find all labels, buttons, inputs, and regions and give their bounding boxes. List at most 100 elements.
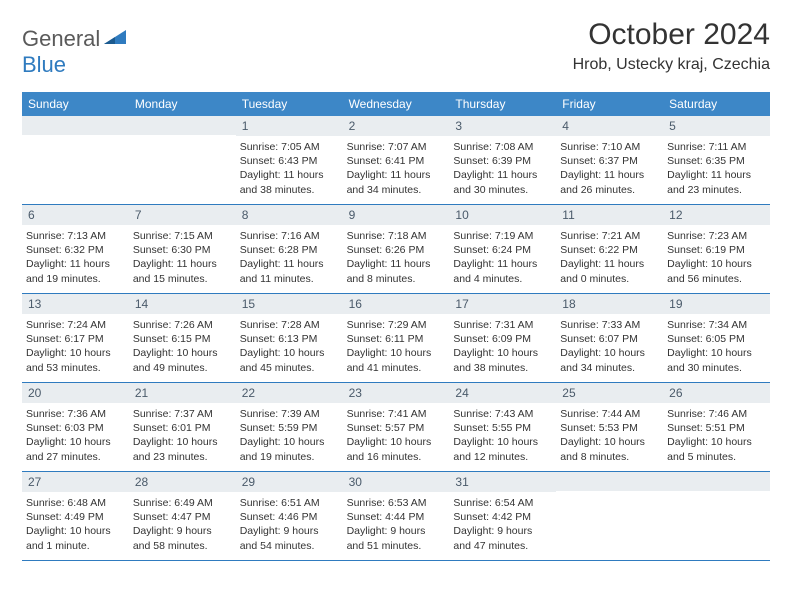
day-number: 7 (129, 205, 236, 225)
day-info-line: and 4 minutes. (453, 272, 552, 286)
day-info-line: Sunrise: 7:46 AM (667, 407, 766, 421)
day-info-line: Sunset: 6:19 PM (667, 243, 766, 257)
calendar-cell: 31Sunrise: 6:54 AMSunset: 4:42 PMDayligh… (449, 472, 556, 560)
day-info-line: Daylight: 11 hours (560, 257, 659, 271)
day-info-line: Sunset: 4:42 PM (453, 510, 552, 524)
day-info-line: and 11 minutes. (240, 272, 339, 286)
day-info-line: and 45 minutes. (240, 361, 339, 375)
day-info-line: Sunrise: 7:08 AM (453, 140, 552, 154)
day-info-line: Daylight: 9 hours (347, 524, 446, 538)
day-info-line: Sunset: 6:15 PM (133, 332, 232, 346)
calendar-cell (663, 472, 770, 560)
day-info-line: Sunset: 6:07 PM (560, 332, 659, 346)
day-info-line: and 26 minutes. (560, 183, 659, 197)
calendar-header-row: Sunday Monday Tuesday Wednesday Thursday… (22, 92, 770, 116)
day-info-line: and 30 minutes. (667, 361, 766, 375)
logo-text-blue: Blue (22, 52, 66, 78)
day-info-line: and 56 minutes. (667, 272, 766, 286)
day-info-line: Sunrise: 6:48 AM (26, 496, 125, 510)
day-info-line: Sunrise: 7:36 AM (26, 407, 125, 421)
day-info-line: Sunrise: 7:05 AM (240, 140, 339, 154)
weekday-heading: Tuesday (236, 92, 343, 116)
day-info-line: Sunrise: 6:51 AM (240, 496, 339, 510)
day-info: Sunrise: 7:28 AMSunset: 6:13 PMDaylight:… (240, 318, 339, 375)
day-number: 29 (236, 472, 343, 492)
day-info-line: Sunset: 4:49 PM (26, 510, 125, 524)
day-info-line: Daylight: 10 hours (453, 346, 552, 360)
day-info-line: Sunrise: 7:07 AM (347, 140, 446, 154)
day-number: 8 (236, 205, 343, 225)
day-info-line: Sunrise: 7:23 AM (667, 229, 766, 243)
day-info-line: Daylight: 11 hours (133, 257, 232, 271)
calendar-cell: 1Sunrise: 7:05 AMSunset: 6:43 PMDaylight… (236, 116, 343, 204)
day-info-line: Sunset: 6:22 PM (560, 243, 659, 257)
calendar-cell: 8Sunrise: 7:16 AMSunset: 6:28 PMDaylight… (236, 205, 343, 293)
day-info-line: and 8 minutes. (560, 450, 659, 464)
day-info: Sunrise: 7:11 AMSunset: 6:35 PMDaylight:… (667, 140, 766, 197)
day-info: Sunrise: 7:33 AMSunset: 6:07 PMDaylight:… (560, 318, 659, 375)
day-info-line: Daylight: 10 hours (453, 435, 552, 449)
logo: General (22, 18, 126, 54)
day-info-line: Sunset: 5:51 PM (667, 421, 766, 435)
day-info-line: and 53 minutes. (26, 361, 125, 375)
day-number: 27 (22, 472, 129, 492)
calendar-cell: 30Sunrise: 6:53 AMSunset: 4:44 PMDayligh… (343, 472, 450, 560)
day-info-line: and 34 minutes. (560, 361, 659, 375)
day-info-line: Daylight: 10 hours (667, 346, 766, 360)
calendar-cell (129, 116, 236, 204)
day-info-line: Daylight: 10 hours (26, 524, 125, 538)
day-info-line: and 51 minutes. (347, 539, 446, 553)
day-info-line: Sunrise: 6:53 AM (347, 496, 446, 510)
day-info-line: Sunrise: 7:10 AM (560, 140, 659, 154)
day-info-line: Sunset: 6:43 PM (240, 154, 339, 168)
calendar-cell: 2Sunrise: 7:07 AMSunset: 6:41 PMDaylight… (343, 116, 450, 204)
day-number: 14 (129, 294, 236, 314)
day-info-line: and 1 minute. (26, 539, 125, 553)
day-info-line: Sunset: 6:39 PM (453, 154, 552, 168)
day-info-line: Daylight: 10 hours (560, 346, 659, 360)
day-number: 23 (343, 383, 450, 403)
day-info: Sunrise: 7:36 AMSunset: 6:03 PMDaylight:… (26, 407, 125, 464)
day-info: Sunrise: 7:37 AMSunset: 6:01 PMDaylight:… (133, 407, 232, 464)
day-info-line: Sunset: 6:01 PM (133, 421, 232, 435)
day-info-line: Sunset: 5:57 PM (347, 421, 446, 435)
day-info: Sunrise: 7:26 AMSunset: 6:15 PMDaylight:… (133, 318, 232, 375)
day-info: Sunrise: 7:34 AMSunset: 6:05 PMDaylight:… (667, 318, 766, 375)
day-info-line: and 0 minutes. (560, 272, 659, 286)
day-number: 3 (449, 116, 556, 136)
calendar-week: 27Sunrise: 6:48 AMSunset: 4:49 PMDayligh… (22, 472, 770, 561)
day-info-line: Sunset: 6:32 PM (26, 243, 125, 257)
day-number: 30 (343, 472, 450, 492)
day-info: Sunrise: 7:43 AMSunset: 5:55 PMDaylight:… (453, 407, 552, 464)
day-info: Sunrise: 7:13 AMSunset: 6:32 PMDaylight:… (26, 229, 125, 286)
day-info-line: Sunrise: 7:41 AM (347, 407, 446, 421)
day-info-line: Daylight: 10 hours (26, 435, 125, 449)
day-info: Sunrise: 7:44 AMSunset: 5:53 PMDaylight:… (560, 407, 659, 464)
day-info-line: and 54 minutes. (240, 539, 339, 553)
day-info-line: Sunrise: 6:54 AM (453, 496, 552, 510)
calendar-cell: 14 Sunrise: 7:26 AMSunset: 6:15 PMDayligh… (129, 294, 236, 382)
day-info: Sunrise: 7:39 AMSunset: 5:59 PMDaylight:… (240, 407, 339, 464)
calendar-cell: 15Sunrise: 7:28 AMSunset: 6:13 PMDayligh… (236, 294, 343, 382)
day-info-line: Sunrise: 7:37 AM (133, 407, 232, 421)
day-info: Sunrise: 7:46 AMSunset: 5:51 PMDaylight:… (667, 407, 766, 464)
day-info-line: and 47 minutes. (453, 539, 552, 553)
day-info-line: Daylight: 10 hours (667, 435, 766, 449)
day-info: Sunrise: 7:24 AMSunset: 6:17 PMDaylight:… (26, 318, 125, 375)
day-info: Sunrise: 7:05 AMSunset: 6:43 PMDaylight:… (240, 140, 339, 197)
day-info-line: and 49 minutes. (133, 361, 232, 375)
day-info-line: Sunset: 6:05 PM (667, 332, 766, 346)
weekday-heading: Monday (129, 92, 236, 116)
calendar-cell: 20Sunrise: 7:36 AMSunset: 6:03 PMDayligh… (22, 383, 129, 471)
day-info: Sunrise: 7:23 AMSunset: 6:19 PMDaylight:… (667, 229, 766, 286)
day-info-line: Sunset: 6:24 PM (453, 243, 552, 257)
calendar-cell: 21Sunrise: 7:37 AMSunset: 6:01 PMDayligh… (129, 383, 236, 471)
day-info-line: Daylight: 11 hours (240, 168, 339, 182)
day-info: Sunrise: 7:07 AMSunset: 6:41 PMDaylight:… (347, 140, 446, 197)
day-info-line: Sunrise: 7:33 AM (560, 318, 659, 332)
day-info: Sunrise: 7:21 AMSunset: 6:22 PMDaylight:… (560, 229, 659, 286)
day-info-line: and 34 minutes. (347, 183, 446, 197)
day-info-line: Daylight: 11 hours (560, 168, 659, 182)
weekday-heading: Sunday (22, 92, 129, 116)
day-number: 13 (22, 294, 129, 314)
